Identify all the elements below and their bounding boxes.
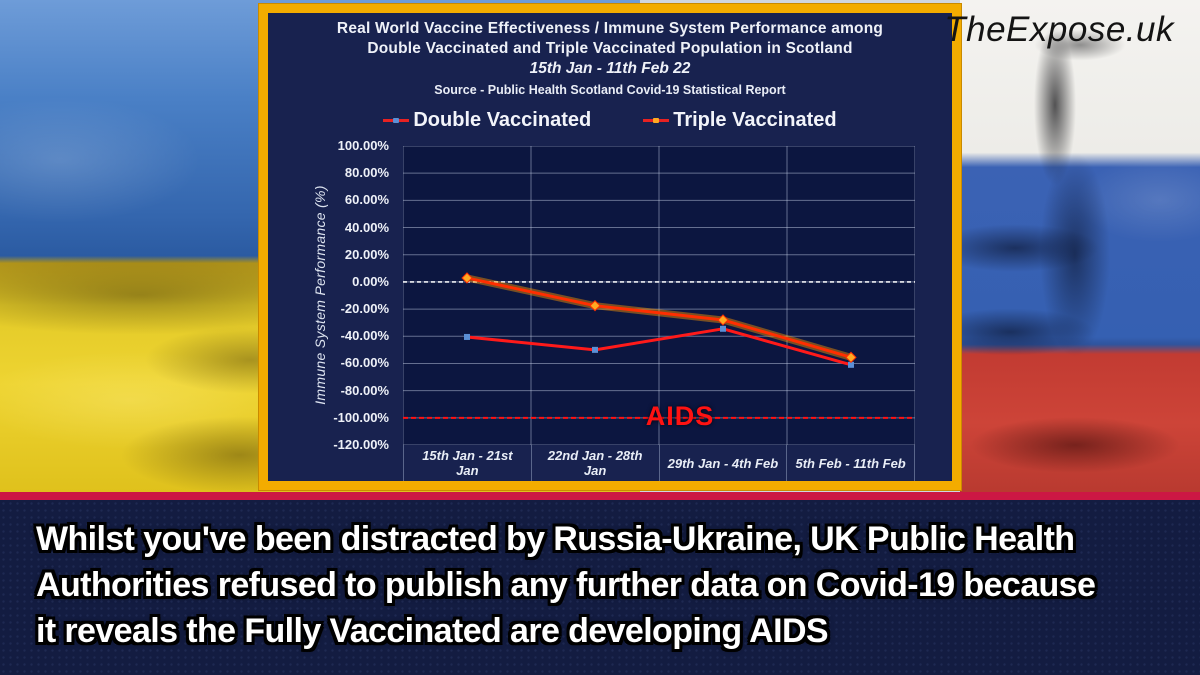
- y-tick-label: 100.00%: [337, 138, 389, 153]
- y-tick-label: -40.00%: [340, 328, 389, 344]
- legend-item-double-vaccinated: Double Vaccinated: [383, 109, 591, 132]
- x-axis-category-label: 22nd Jan - 28th Jan: [530, 445, 659, 481]
- legend-label-triple: Triple Vaccinated: [673, 109, 837, 131]
- red-stripe-divider: [0, 492, 1200, 500]
- chart-legend: Double Vaccinated Triple Vaccinated: [268, 109, 952, 132]
- aids-annotation-label: AIDS: [645, 400, 715, 431]
- caption-line-2: Authorities refused to publish any furth…: [36, 566, 1096, 604]
- chart-title-line1: Real World Vaccine Effectiveness / Immun…: [336, 20, 884, 37]
- y-tick-label: -100.00%: [333, 409, 389, 425]
- legend-marker-triple-icon: [643, 118, 670, 123]
- plot-svg: [403, 146, 915, 445]
- y-tick-label: 80.00%: [344, 165, 389, 181]
- y-tick-label: 0.00%: [352, 273, 389, 289]
- y-tick-labels: 100.00% 80.00% 60.00% 40.00% 20.00% 0.00% -20.…: [268, 138, 396, 452]
- x-axis-category-label: 29th Jan - 4th Feb: [658, 445, 787, 481]
- plot-area: AIDS: [403, 146, 915, 445]
- x-axis-category-label: 5th Feb - 11th Feb: [786, 445, 914, 481]
- caption-line-3: it reveals the Fully Vaccinated are deve…: [36, 612, 829, 650]
- brand-watermark: TheExpose.uk: [944, 10, 1174, 49]
- y-tick-label: -80.00%: [340, 382, 389, 398]
- y-tick-label: -120.00%: [333, 437, 389, 452]
- y-tick-label: -20.00%: [340, 301, 389, 317]
- caption-line-1: Whilst you've been distracted by Russia-…: [36, 520, 1075, 558]
- chart-panel: Real World Vaccine Effectiveness / Immun…: [259, 4, 961, 490]
- chart-title-line2: Double Vaccinated and Triple Vaccinated …: [367, 40, 853, 57]
- legend-marker-double-icon: [383, 118, 410, 123]
- y-tick-label: 40.00%: [344, 219, 389, 235]
- chart-date-range: 15th Jan - 11th Feb 22: [529, 60, 691, 77]
- y-tick-label: 20.00%: [344, 246, 389, 262]
- chart-source: Source - Public Health Scotland Covid-19…: [434, 83, 786, 97]
- chart-header: Real World Vaccine Effectiveness / Immun…: [268, 13, 952, 99]
- caption-band: Whilst you've been distracted by Russia-…: [0, 500, 1200, 675]
- x-axis-category-label: 15th Jan - 21st Jan: [403, 445, 531, 481]
- legend-item-triple-vaccinated: Triple Vaccinated: [643, 109, 837, 132]
- y-tick-label: 60.00%: [344, 192, 389, 208]
- x-axis-labels: 15th Jan - 21st Jan 22nd Jan - 28th Jan 29…: [403, 445, 915, 481]
- legend-label-double: Double Vaccinated: [413, 109, 592, 131]
- russia-flag-fist-image: [960, 0, 1200, 492]
- y-tick-label: -60.00%: [340, 355, 389, 371]
